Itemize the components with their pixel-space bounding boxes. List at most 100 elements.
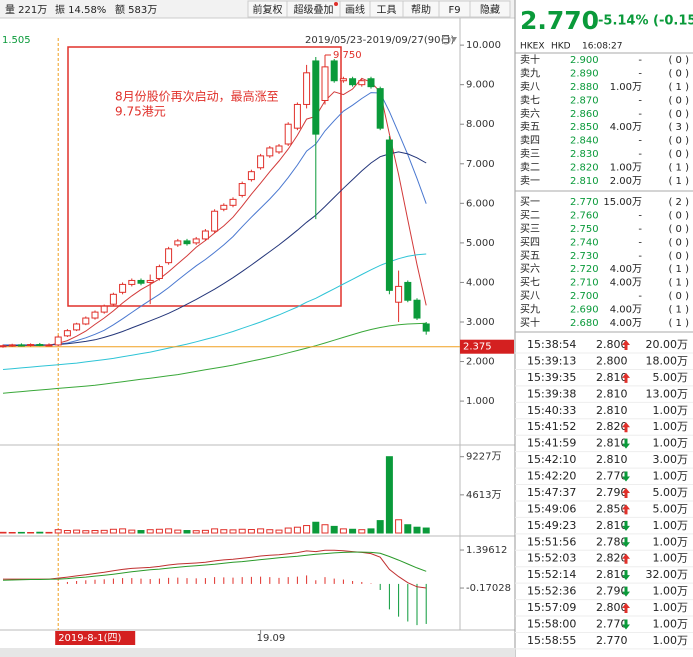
book-price: 2.840	[570, 136, 599, 147]
toolbar-button-label[interactable]: F9	[448, 5, 460, 16]
trade-price: 2.770	[596, 617, 628, 630]
book-level: 买五	[520, 250, 540, 262]
trade-volume: 1.00万	[653, 617, 689, 630]
candle-body	[229, 198, 237, 206]
book-volume: 15.00万	[603, 197, 642, 208]
book-level: 买十	[520, 316, 540, 329]
volume-bar	[155, 528, 163, 534]
book-level: 卖七	[520, 94, 540, 106]
volume-bar	[349, 528, 357, 534]
book-volume: -	[638, 251, 642, 262]
y-tick-label: 5.000	[466, 238, 495, 249]
candle-body	[119, 283, 127, 293]
book-count: ( 0 )	[668, 149, 689, 160]
trade-price: 2.780	[596, 535, 628, 548]
toolbar-button-label[interactable]: 画线	[345, 3, 365, 16]
toolbar-button-label[interactable]: 超级叠加	[294, 3, 334, 16]
candle-body	[174, 240, 182, 246]
candle-body	[17, 344, 25, 347]
candle-body	[165, 248, 173, 264]
candle-body	[395, 285, 403, 303]
book-volume: 4.00万	[610, 318, 642, 329]
volume-bar	[100, 529, 108, 534]
trade-volume: 5.00万	[653, 502, 689, 515]
toolbar-button-label[interactable]: 前复权	[253, 3, 283, 16]
candle-body	[284, 123, 292, 145]
candle-body	[358, 80, 366, 86]
toolbar-button-label[interactable]: 工具	[377, 4, 397, 16]
arrow-down	[622, 537, 630, 548]
trade-volume: 1.00万	[653, 404, 689, 417]
volume-bar	[174, 529, 182, 534]
trade-price: 2.810	[596, 404, 628, 417]
candle-body	[339, 78, 347, 82]
volume-bar	[119, 528, 127, 534]
indicator-dot	[334, 2, 338, 6]
trade-price: 2.790	[596, 486, 628, 499]
zoom-icon[interactable]	[441, 35, 451, 45]
volume-bar	[128, 529, 136, 534]
trade-volume: 1.00万	[653, 552, 689, 565]
candle-body	[413, 299, 421, 319]
book-level: 卖九	[520, 67, 540, 79]
candle-body	[100, 305, 108, 313]
trade-volume: 1.00万	[653, 601, 689, 614]
book-price: 2.880	[570, 82, 599, 93]
book-count: ( 0 )	[668, 251, 689, 262]
book-level: 卖五	[520, 121, 540, 133]
book-count: ( 0 )	[668, 224, 689, 235]
price-change: -5.14% (-0.150)	[598, 14, 693, 29]
arrow-up	[622, 340, 630, 350]
annotation-box	[67, 46, 342, 307]
trade-volume: 1.00万	[653, 634, 689, 647]
candle-body	[36, 344, 44, 347]
candle-body	[155, 266, 163, 279]
book-volume: -	[638, 291, 642, 302]
moving-average	[2, 253, 427, 370]
toolbar-button-label[interactable]: 帮助	[411, 3, 431, 16]
toolbar-button-label[interactable]: 隐藏	[480, 4, 500, 16]
candle-body	[330, 60, 338, 82]
book-price: 2.770	[570, 197, 599, 208]
trade-price: 2.800	[596, 338, 628, 351]
volume-bar	[82, 530, 90, 534]
toolbar-button[interactable]	[469, 0, 511, 18]
candle-body	[266, 147, 274, 157]
candle-body	[385, 139, 393, 291]
trade-volume: 20.00万	[646, 338, 689, 351]
candle-body	[45, 344, 53, 347]
book-count: ( 0 )	[668, 68, 689, 79]
moving-average	[3, 151, 427, 347]
volume-bar	[312, 521, 320, 534]
book-volume: -	[638, 95, 642, 106]
book-count: ( 1 )	[668, 305, 689, 316]
volume-bar	[211, 528, 219, 534]
candle-body	[238, 183, 246, 196]
trade-time: 15:42:20	[527, 470, 576, 483]
arrow-down	[622, 570, 630, 581]
volume-bar	[275, 529, 283, 534]
arrow-up	[622, 487, 630, 498]
book-count: ( 1 )	[668, 82, 689, 93]
book-volume: 4.00万	[610, 278, 642, 289]
volume-bar	[63, 530, 71, 534]
volume-bar	[404, 524, 412, 534]
volume-bar	[385, 456, 393, 534]
candle-body	[367, 78, 375, 88]
trade-time: 15:52:36	[527, 585, 576, 598]
annotation-text: 8月份股价再次启动，最高涨至	[115, 89, 279, 104]
trade-price: 2.800	[596, 354, 628, 367]
y-tick-label: 3.000	[466, 317, 495, 328]
volume-bar	[303, 525, 311, 534]
trade-price: 2.810	[596, 437, 628, 450]
trade-volume: 1.00万	[653, 470, 689, 483]
candle-body	[63, 330, 71, 337]
candle-body	[293, 103, 301, 129]
date-range: 2019/05/23-2019/09/27(90日)	[305, 35, 455, 46]
trade-volume: 3.00万	[653, 453, 689, 466]
trade-volume: 5.00万	[653, 486, 689, 499]
arrow-down	[622, 520, 630, 531]
dropdown-icon[interactable]	[451, 37, 457, 42]
book-price: 2.750	[570, 224, 599, 235]
x-tick-label: 2019-8-1(四)	[58, 633, 121, 644]
